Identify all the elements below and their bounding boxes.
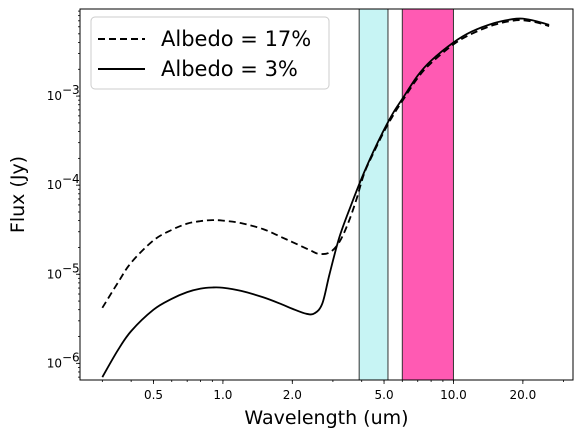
y-axis-ticks: 10−610−510−410−3 (47, 10, 80, 378)
plot-frame (79, 8, 574, 381)
y-tick-label: 10 (47, 178, 62, 192)
y-axis-label: Flux (Jy) (7, 156, 29, 233)
x-axis-ticks: 0.5 1.0 2.0 5.0 10.0 20.0 (101, 380, 564, 402)
x-tick-label: 2.0 (283, 388, 302, 402)
x-axis-label: Wavelength (um) (244, 407, 408, 429)
legend: Albedo = 17% Albedo = 3% (90, 16, 330, 90)
x-tick-label: 1.0 (213, 388, 232, 402)
y-tick-label: 10 (47, 89, 62, 103)
legend-box (90, 16, 330, 90)
series-line-1 (101, 17, 550, 378)
x-tick-label: 5.0 (375, 388, 394, 402)
legend-label-albedo-17: Albedo = 17% (161, 27, 311, 51)
band-1 (401, 8, 454, 381)
series-lines (101, 17, 550, 378)
y-tick-exponent-text: −6 (62, 350, 80, 364)
x-tick-label: 20.0 (509, 388, 536, 402)
band-0 (358, 8, 389, 381)
y-tick-label: 10 (47, 356, 62, 370)
y-tick-exponent-text: −5 (62, 261, 80, 275)
x-tick-label: 0.5 (144, 388, 163, 402)
legend-label-albedo-3: Albedo = 3% (161, 57, 298, 81)
y-tick-label: 10 (47, 267, 62, 281)
series-line-0 (101, 19, 550, 309)
shaded-bands (358, 8, 454, 381)
y-tick-exponent-text: −3 (62, 83, 80, 97)
y-tick-exponent-text: −4 (62, 172, 80, 186)
x-tick-label: 10.0 (440, 388, 467, 402)
